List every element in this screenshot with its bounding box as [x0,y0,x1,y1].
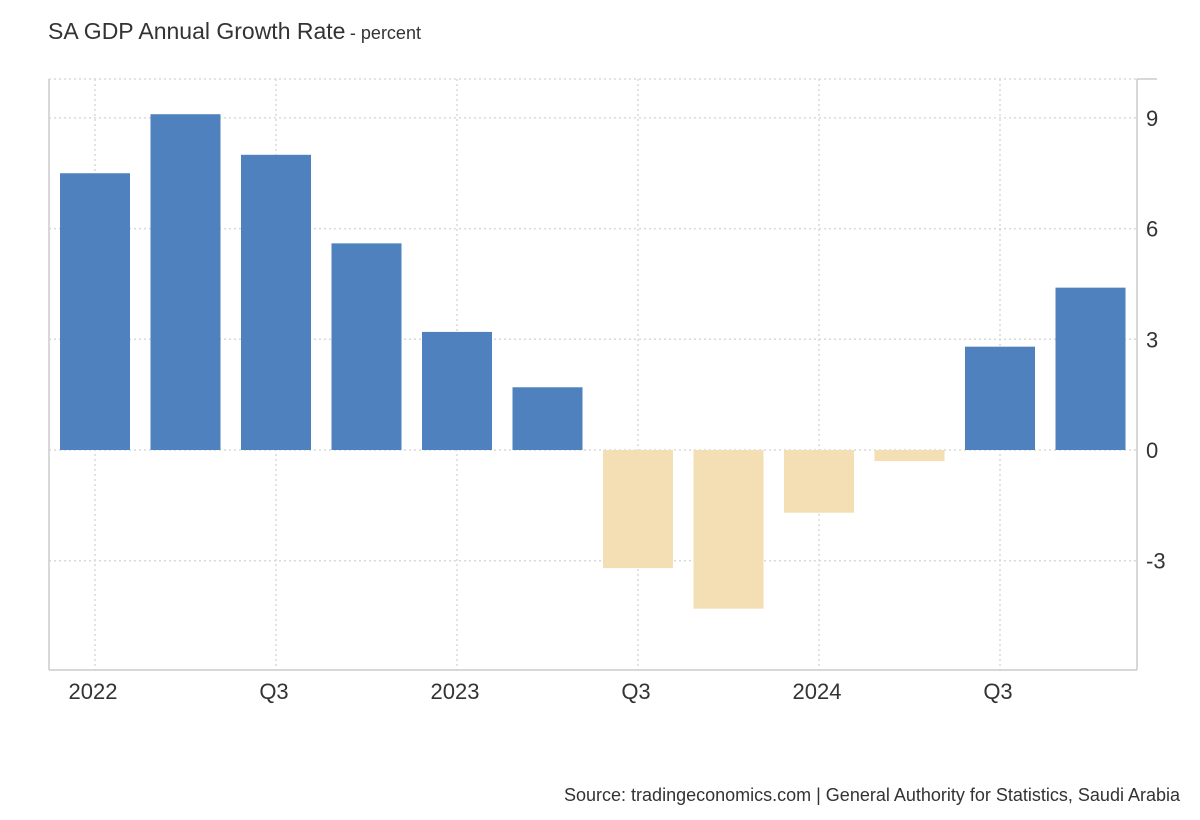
chart-title: SA GDP Annual Growth Rate [48,18,346,44]
bar-2023-q1 [422,331,492,450]
chart-area: -3 0 3 6 9 2022 Q3 2023 Q3 2024 Q3 [48,78,1166,704]
bar-2024-q3 [965,346,1035,450]
x-tick-label: 2023 [431,679,480,704]
y-tick-label: 0 [1146,438,1158,463]
x-tick-label: 2024 [793,679,842,704]
x-tick-label: Q3 [621,679,650,704]
y-tick-label: -3 [1146,549,1166,574]
bar-2022-q4 [331,243,402,450]
x-tick-label: Q3 [259,679,288,704]
bar-2023-q3 [603,450,673,569]
x-tick-label: Q3 [983,679,1012,704]
bar-2022-q1 [60,173,130,450]
bar-2023-q4 [693,450,764,609]
y-tick-label: 9 [1146,106,1158,131]
bar-2024-q1 [784,450,854,513]
bar-2022-q3 [241,154,311,451]
bar-2022-q2 [150,114,221,451]
bar-2024-q4 [1055,287,1126,450]
chart-header: SA GDP Annual Growth Rate - percent [48,18,421,45]
bar-2024-q2 [874,450,945,462]
bar-2023-q2 [512,387,583,450]
source-attribution: Source: tradingeconomics.com | General A… [564,785,1180,805]
x-tick-label: 2022 [69,679,118,704]
y-tick-label: 3 [1146,327,1158,352]
chart-subtitle: - percent [349,23,421,43]
y-tick-label: 6 [1146,217,1158,242]
